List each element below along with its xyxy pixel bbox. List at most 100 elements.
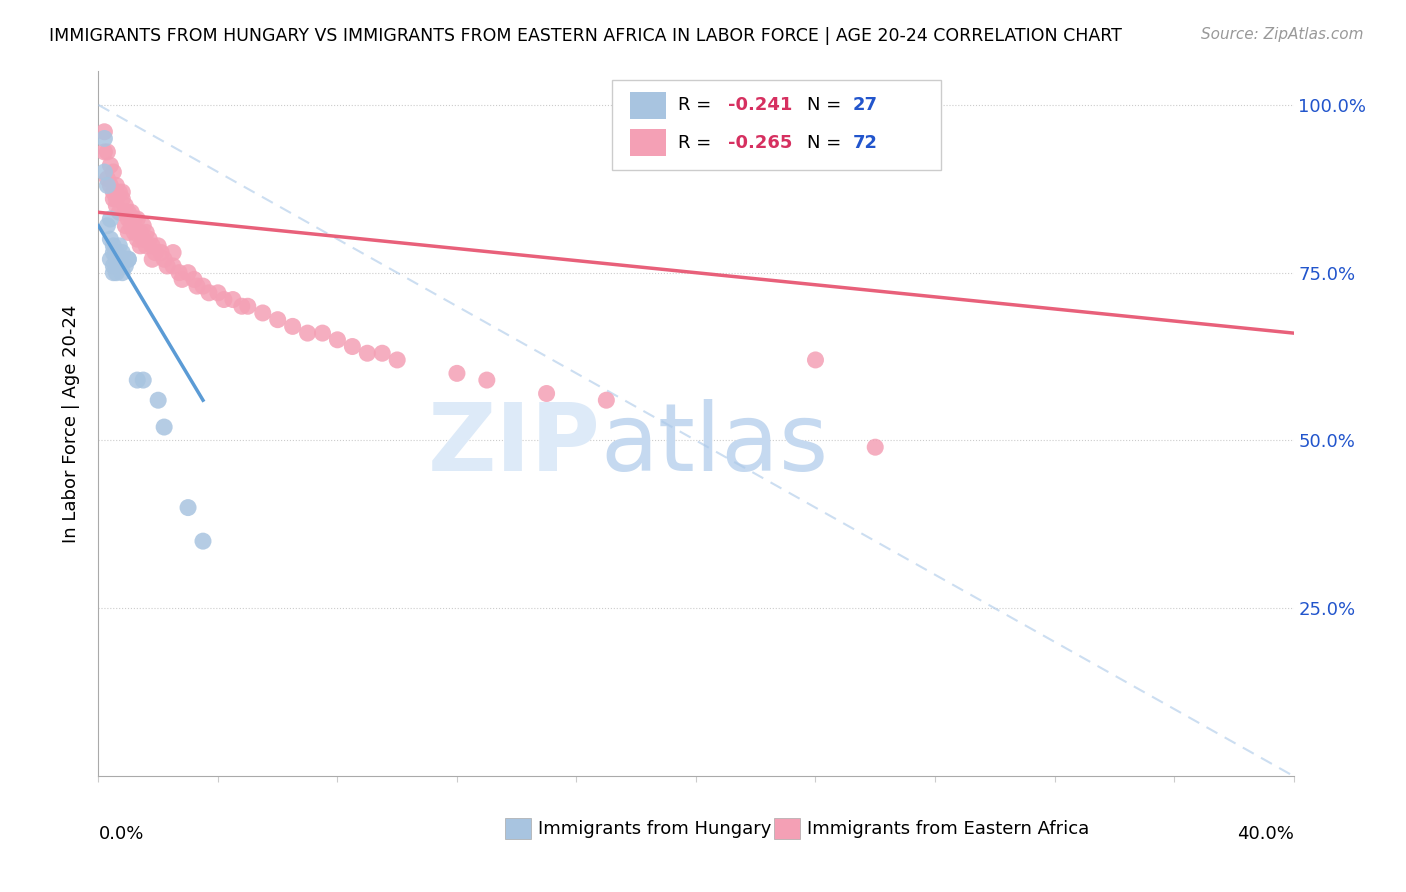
Point bbox=[96, 145, 118, 159]
Point bbox=[105, 178, 128, 193]
Point bbox=[281, 319, 304, 334]
Point bbox=[135, 226, 157, 240]
Point bbox=[105, 245, 128, 260]
Point bbox=[153, 420, 176, 434]
Text: -0.241: -0.241 bbox=[728, 96, 793, 114]
Text: N =: N = bbox=[807, 96, 846, 114]
Point bbox=[148, 239, 170, 253]
Point bbox=[198, 285, 221, 300]
Point bbox=[129, 226, 152, 240]
Text: atlas: atlas bbox=[600, 399, 828, 491]
Point bbox=[162, 259, 184, 273]
Point bbox=[108, 205, 131, 219]
Point bbox=[103, 192, 125, 206]
Point bbox=[105, 252, 128, 267]
Point bbox=[103, 239, 125, 253]
Text: 72: 72 bbox=[852, 134, 877, 152]
Text: R =: R = bbox=[678, 134, 717, 152]
Point bbox=[124, 212, 146, 227]
Point bbox=[96, 219, 118, 233]
Point bbox=[326, 333, 349, 347]
Point bbox=[108, 252, 131, 267]
Point bbox=[114, 205, 136, 219]
Point bbox=[252, 306, 274, 320]
Point bbox=[105, 192, 128, 206]
Point bbox=[141, 239, 163, 253]
Point bbox=[127, 373, 149, 387]
Point bbox=[138, 232, 160, 246]
Point bbox=[172, 272, 194, 286]
Point bbox=[103, 259, 125, 273]
Text: -0.265: -0.265 bbox=[728, 134, 793, 152]
Bar bbox=[773, 818, 800, 839]
Point bbox=[127, 232, 149, 246]
Y-axis label: In Labor Force | Age 20-24: In Labor Force | Age 20-24 bbox=[62, 304, 80, 543]
Text: 40.0%: 40.0% bbox=[1237, 825, 1294, 843]
Point bbox=[207, 285, 229, 300]
Point bbox=[117, 252, 139, 267]
Point bbox=[117, 252, 139, 267]
Point bbox=[103, 185, 125, 199]
Point bbox=[446, 367, 468, 381]
Point bbox=[111, 192, 134, 206]
Point bbox=[143, 245, 166, 260]
FancyBboxPatch shape bbox=[613, 79, 941, 170]
Point bbox=[231, 299, 253, 313]
Point bbox=[865, 440, 887, 454]
Point bbox=[114, 198, 136, 212]
Point bbox=[96, 178, 118, 193]
Point bbox=[311, 326, 333, 340]
Point bbox=[186, 279, 208, 293]
Point bbox=[127, 212, 149, 227]
Point bbox=[153, 252, 176, 267]
Point bbox=[385, 353, 409, 368]
Point bbox=[212, 293, 235, 307]
Point bbox=[93, 145, 115, 159]
Point bbox=[111, 266, 134, 280]
Point bbox=[114, 259, 136, 273]
Point bbox=[93, 131, 115, 145]
Point bbox=[129, 239, 152, 253]
Point bbox=[98, 252, 122, 267]
Point bbox=[96, 171, 118, 186]
Point bbox=[117, 226, 139, 240]
Point bbox=[162, 245, 184, 260]
Text: Source: ZipAtlas.com: Source: ZipAtlas.com bbox=[1201, 27, 1364, 42]
Point bbox=[183, 272, 205, 286]
Bar bbox=[630, 92, 666, 119]
Point bbox=[536, 386, 558, 401]
Point bbox=[356, 346, 378, 360]
Text: N =: N = bbox=[807, 134, 846, 152]
Point bbox=[98, 178, 122, 193]
Point bbox=[191, 279, 214, 293]
Point bbox=[114, 219, 136, 233]
Point bbox=[120, 219, 142, 233]
Point bbox=[371, 346, 394, 360]
Point bbox=[111, 185, 134, 199]
Bar bbox=[630, 129, 666, 156]
Point bbox=[117, 212, 139, 227]
Point bbox=[177, 500, 200, 515]
Point bbox=[148, 393, 170, 408]
Point bbox=[132, 373, 155, 387]
Point bbox=[108, 239, 131, 253]
Point bbox=[105, 266, 128, 280]
Point bbox=[108, 185, 131, 199]
Point bbox=[120, 205, 142, 219]
Point bbox=[124, 226, 146, 240]
Point bbox=[103, 165, 125, 179]
Point bbox=[98, 158, 122, 172]
Point bbox=[93, 165, 115, 179]
Point bbox=[267, 312, 290, 326]
Point bbox=[297, 326, 319, 340]
Text: Immigrants from Hungary: Immigrants from Hungary bbox=[538, 820, 772, 838]
Point bbox=[132, 232, 155, 246]
Text: Immigrants from Eastern Africa: Immigrants from Eastern Africa bbox=[807, 820, 1090, 838]
Point bbox=[222, 293, 245, 307]
Point bbox=[167, 266, 190, 280]
Text: 0.0%: 0.0% bbox=[98, 825, 143, 843]
Point bbox=[132, 219, 155, 233]
Point bbox=[150, 245, 173, 260]
Point bbox=[191, 534, 214, 549]
Point bbox=[117, 205, 139, 219]
